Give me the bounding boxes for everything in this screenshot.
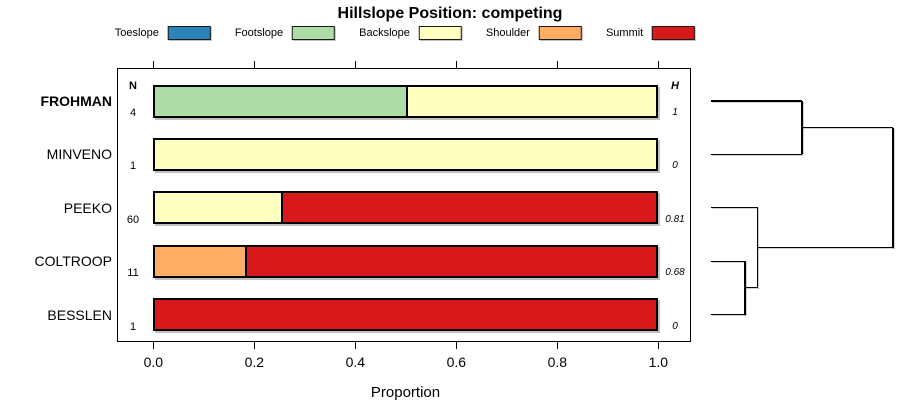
legend-swatch-summit xyxy=(652,26,696,40)
x-axis-tick-bottom xyxy=(556,342,559,349)
legend-item-backslope: Backslope xyxy=(359,26,462,40)
row-label: BESSLEN xyxy=(47,306,112,323)
x-axis-tick-top xyxy=(253,61,256,68)
legend-label: Summit xyxy=(605,27,644,39)
x-axis-tick-label: 0.2 xyxy=(244,354,265,370)
row-label: MINVENO xyxy=(46,146,112,163)
bar xyxy=(153,244,659,278)
bar-segment-summit xyxy=(280,193,657,223)
h-value: 1 xyxy=(672,107,678,118)
dendrogram-segment xyxy=(711,260,746,262)
bar-segment-summit xyxy=(155,300,657,330)
x-axis-tick-bottom xyxy=(152,342,155,349)
legend: Toeslope Footslope Backslope Shoulder Summit xyxy=(115,26,696,40)
legend-swatch-backslope xyxy=(418,26,462,40)
n-value: 1 xyxy=(129,320,137,333)
legend-item-summit: Summit xyxy=(605,26,696,40)
legend-swatch-footslope xyxy=(292,26,336,40)
bar-segment-summit xyxy=(245,246,657,276)
row-label: FROHMAN xyxy=(40,93,112,109)
x-axis-label: Proportion xyxy=(370,384,441,401)
h-value: 0.81 xyxy=(665,213,685,225)
n-value: 1 xyxy=(129,160,137,173)
legend-swatch-toeslope xyxy=(167,26,211,40)
h-value: 0 xyxy=(672,160,678,172)
x-axis-tick-label: 0.6 xyxy=(446,354,467,370)
bar xyxy=(153,137,659,171)
dendrogram-segment xyxy=(757,247,893,249)
dendrogram-segment xyxy=(801,101,803,155)
n-value: 4 xyxy=(129,107,137,119)
dendrogram-segment xyxy=(744,261,746,315)
dendrogram-segment xyxy=(711,153,802,155)
bar-segment-footslope xyxy=(155,86,406,116)
legend-label: Footslope xyxy=(234,27,284,39)
row-label: PEEKO xyxy=(63,199,112,216)
dendrogram-segment xyxy=(745,287,758,289)
legend-item-footslope: Footslope xyxy=(234,26,336,40)
n-value: 60 xyxy=(126,213,140,226)
dendrogram-segment xyxy=(892,127,894,248)
chart-title: Hillslope Position: competing xyxy=(337,5,563,22)
x-axis-tick-top xyxy=(657,61,660,68)
legend-label: Shoulder xyxy=(485,27,530,39)
legend-swatch-shoulder xyxy=(538,26,582,40)
bar xyxy=(153,191,659,225)
legend-item-toeslope: Toeslope xyxy=(115,26,211,40)
dendrogram-segment xyxy=(711,207,758,209)
dendrogram-segment xyxy=(711,100,802,102)
legend-item-shoulder: Shoulder xyxy=(486,26,582,40)
x-axis-tick-label: 0.0 xyxy=(143,354,164,370)
dendrogram-segment xyxy=(711,314,746,316)
x-axis-tick-top xyxy=(455,61,458,68)
legend-label: Backslope xyxy=(359,27,410,39)
h-value: 0 xyxy=(672,320,678,332)
x-axis-tick-label: 1.0 xyxy=(648,354,669,370)
x-axis-tick-top xyxy=(152,61,155,68)
n-column-header: N xyxy=(129,80,137,92)
bar-segment-backslope xyxy=(155,139,657,169)
plot-panel xyxy=(117,68,691,342)
bar xyxy=(153,84,659,118)
row-label: COLTROOP xyxy=(34,253,112,270)
x-axis-tick-label: 0.8 xyxy=(547,354,568,370)
bar-segment-backslope xyxy=(155,193,281,223)
dendrogram-segment xyxy=(757,207,759,288)
legend-label: Toeslope xyxy=(114,27,159,39)
bar xyxy=(153,298,659,332)
h-column-header: H xyxy=(671,80,679,92)
x-axis-tick-bottom xyxy=(455,342,458,349)
n-value: 11 xyxy=(127,267,139,280)
x-axis-tick-bottom xyxy=(253,342,256,349)
x-axis-tick-top xyxy=(354,61,357,68)
h-value: 0.68 xyxy=(665,267,685,279)
x-axis-tick-label: 0.4 xyxy=(345,354,366,370)
dendrogram-segment xyxy=(802,127,893,129)
bar-segment-shoulder xyxy=(155,246,246,276)
x-axis-tick-top xyxy=(556,61,559,68)
x-axis-tick-bottom xyxy=(657,342,660,349)
x-axis-tick-bottom xyxy=(354,342,357,349)
bar-segment-backslope xyxy=(405,86,657,116)
